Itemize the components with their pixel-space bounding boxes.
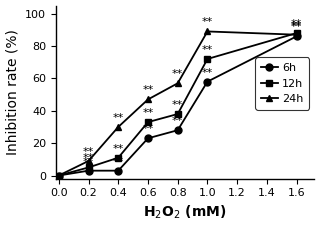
Text: **: ** [83, 147, 94, 157]
24h [87, 160, 91, 162]
Text: **: ** [202, 45, 213, 55]
Legend: 6h, 12h, 24h: 6h, 12h, 24h [255, 57, 309, 110]
Text: **: ** [142, 108, 154, 118]
Text: **: ** [113, 113, 124, 123]
6h [116, 169, 120, 172]
Text: **: ** [202, 17, 213, 27]
Text: **: ** [172, 100, 183, 110]
Text: **: ** [291, 21, 302, 31]
Text: **: ** [172, 69, 183, 79]
24h [57, 174, 61, 177]
Text: **: ** [291, 19, 302, 29]
24h [295, 33, 299, 36]
Text: **: ** [83, 153, 94, 163]
Text: **: ** [113, 157, 124, 167]
Text: **: ** [291, 22, 302, 32]
Text: **: ** [142, 124, 154, 134]
24h [205, 30, 209, 33]
Text: **: ** [172, 116, 183, 126]
Line: 12h: 12h [55, 30, 300, 179]
6h [87, 169, 91, 172]
12h [116, 156, 120, 159]
12h [176, 113, 180, 115]
24h [146, 98, 150, 101]
12h [57, 174, 61, 177]
Text: **: ** [202, 68, 213, 78]
Text: **: ** [83, 157, 94, 167]
6h [205, 80, 209, 83]
X-axis label: H$_2$O$_2$ (mM): H$_2$O$_2$ (mM) [143, 204, 227, 222]
12h [295, 32, 299, 35]
Text: **: ** [113, 144, 124, 154]
Text: **: ** [142, 85, 154, 95]
Line: 6h: 6h [55, 33, 300, 179]
6h [146, 137, 150, 140]
12h [146, 121, 150, 123]
24h [116, 126, 120, 128]
12h [205, 58, 209, 60]
6h [57, 174, 61, 177]
6h [295, 35, 299, 38]
24h [176, 82, 180, 85]
6h [176, 129, 180, 132]
12h [87, 166, 91, 169]
Y-axis label: Inhibition rate (%): Inhibition rate (%) [5, 29, 20, 155]
Line: 24h: 24h [55, 28, 300, 179]
